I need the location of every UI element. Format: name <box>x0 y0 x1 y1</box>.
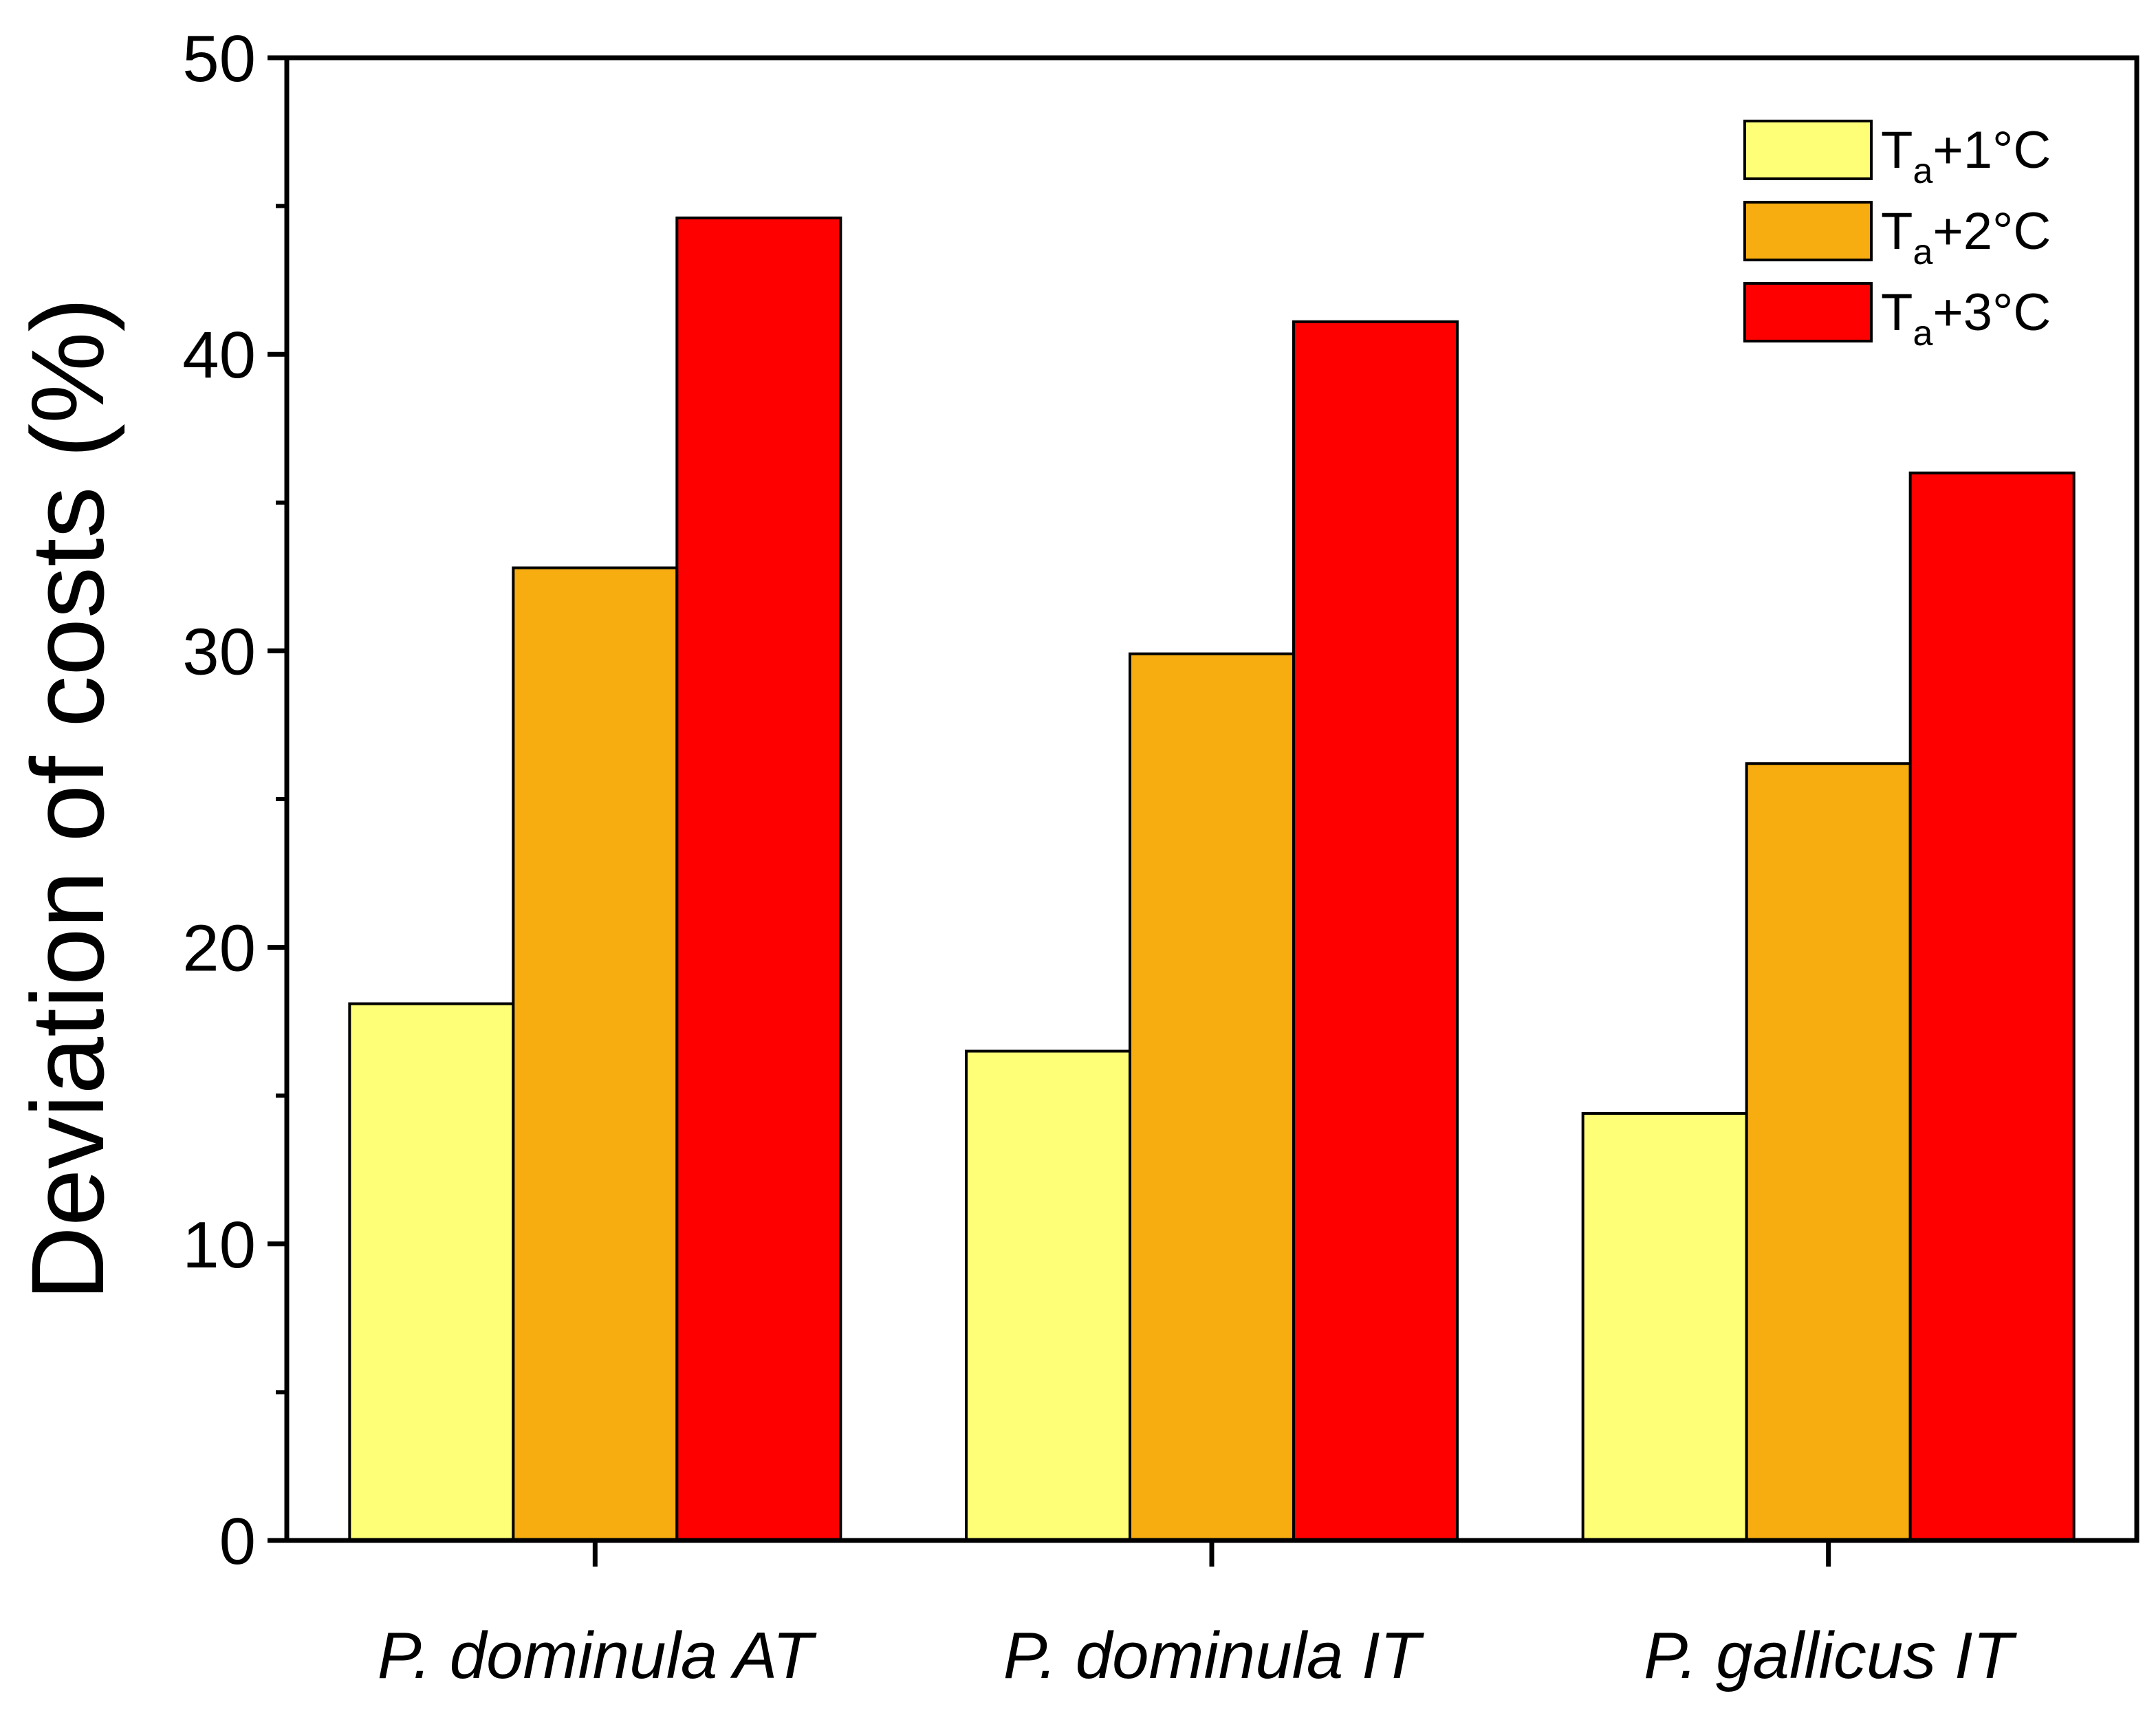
y-axis: 0 10 20 30 40 50 <box>182 22 287 1578</box>
bar <box>512 566 679 1543</box>
bar <box>1581 1112 1748 1542</box>
legend: Ta+1°C Ta+2°C Ta+3°C <box>1743 120 2051 353</box>
y-tick-label: 40 <box>182 318 256 392</box>
bar <box>1129 652 1295 1542</box>
legend-swatch <box>1743 201 1873 261</box>
bar <box>1745 762 1912 1542</box>
bar <box>965 1049 1131 1542</box>
bar <box>348 1002 515 1542</box>
y-tick-label: 50 <box>182 22 256 96</box>
x-axis: P. dominula AT P. dominula IT P. gallicus … <box>378 1540 2018 1692</box>
legend-swatch <box>1743 282 1873 342</box>
x-tick-label: P. dominula AT <box>378 1619 818 1692</box>
bars-layer <box>348 216 2076 1543</box>
y-tick-label: 0 <box>219 1505 256 1578</box>
x-tick-label: P. dominula IT <box>1003 1619 1425 1692</box>
legend-swatch <box>1743 120 1873 180</box>
legend-label: Ta+1°C <box>1881 121 2051 191</box>
bar <box>675 216 842 1542</box>
bar <box>1292 320 1459 1543</box>
y-tick-label: 10 <box>182 1208 256 1282</box>
legend-label: Ta+2°C <box>1881 202 2051 272</box>
y-tick-label: 20 <box>182 912 256 985</box>
y-tick-label: 30 <box>182 615 256 688</box>
y-axis-title: Deviation of costs (%) <box>10 298 125 1301</box>
bar <box>1908 471 2076 1542</box>
legend-label: Ta+3°C <box>1881 283 2051 353</box>
x-tick-label: P. gallicus IT <box>1644 1619 2018 1692</box>
